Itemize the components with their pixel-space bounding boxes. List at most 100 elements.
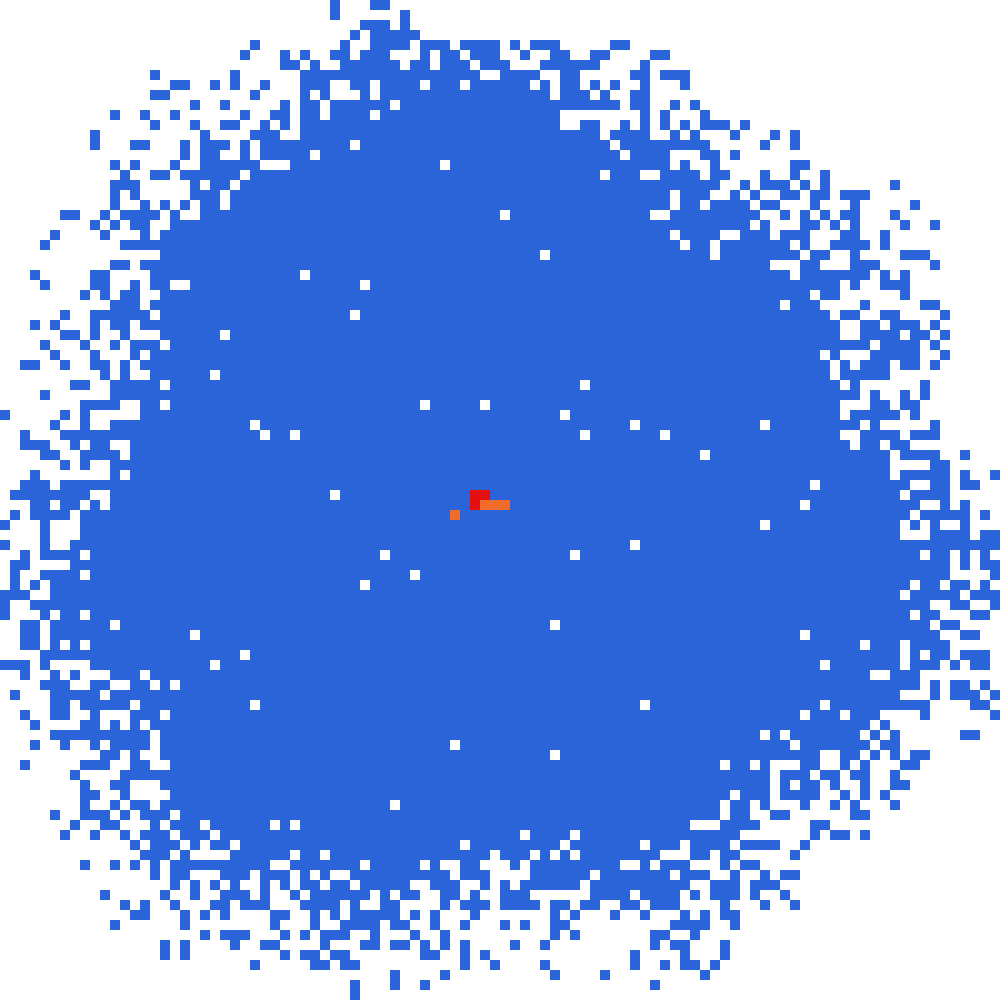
territory-cell — [400, 110, 410, 120]
territory-cell — [300, 700, 310, 710]
territory-cell — [440, 130, 450, 140]
territory-cell — [330, 350, 340, 360]
territory-cell — [800, 720, 810, 730]
territory-cell — [610, 620, 620, 630]
territory-cell — [230, 440, 240, 450]
territory-cell — [620, 540, 630, 550]
territory-cell — [820, 470, 830, 480]
territory-cell — [280, 390, 290, 400]
territory-cell — [330, 640, 340, 650]
territory-cell — [480, 460, 490, 470]
territory-cell — [160, 410, 170, 420]
territory-cell — [530, 440, 540, 450]
territory-cell — [260, 660, 270, 670]
territory-cell — [710, 470, 720, 480]
territory-cell — [310, 520, 320, 530]
territory-cell — [460, 280, 470, 290]
territory-cell — [790, 610, 800, 620]
territory-cell — [90, 520, 100, 530]
territory-cell — [500, 270, 510, 280]
territory-cell — [280, 140, 290, 150]
territory-cell — [880, 450, 890, 460]
territory-cell — [230, 350, 240, 360]
territory-cell — [370, 310, 380, 320]
territory-cell — [580, 200, 590, 210]
territory-cell — [760, 660, 770, 670]
territory-cell — [660, 260, 670, 270]
territory-cell — [620, 370, 630, 380]
territory-cell — [680, 330, 690, 340]
territory-cell — [520, 560, 530, 570]
territory-cell — [640, 670, 650, 680]
territory-cell — [680, 650, 690, 660]
territory-cell — [320, 650, 330, 660]
territory-cell — [470, 450, 480, 460]
territory-cell — [520, 130, 530, 140]
territory-cell — [40, 280, 50, 290]
territory-cell — [570, 590, 580, 600]
territory-cell — [160, 720, 170, 730]
territory-cell — [200, 480, 210, 490]
territory-cell — [270, 360, 280, 370]
territory-cell — [690, 620, 700, 630]
territory-cell — [290, 600, 300, 610]
territory-cell — [610, 200, 620, 210]
territory-cell — [340, 110, 350, 120]
territory-cell — [450, 100, 460, 110]
territory-cell — [740, 380, 750, 390]
territory-cell — [870, 680, 880, 690]
territory-cell — [620, 600, 630, 610]
territory-cell — [580, 600, 590, 610]
territory-cell — [190, 440, 200, 450]
territory-cell — [300, 240, 310, 250]
territory-cell — [340, 300, 350, 310]
territory-cell — [260, 320, 270, 330]
territory-cell — [420, 280, 430, 290]
territory-cell — [720, 520, 730, 530]
territory-cell — [270, 530, 280, 540]
territory-cell — [800, 620, 810, 630]
territory-cell — [810, 540, 820, 550]
territory-cell — [170, 450, 180, 460]
territory-cell — [200, 420, 210, 430]
territory-cell — [130, 480, 140, 490]
territory-cell — [650, 300, 660, 310]
territory-cell — [630, 370, 640, 380]
territory-cell — [540, 520, 550, 530]
territory-cell — [690, 170, 700, 180]
territory-cell — [620, 140, 630, 150]
territory-cell — [310, 650, 320, 660]
territory-cell — [590, 510, 600, 520]
territory-cell — [780, 480, 790, 490]
territory-cell — [690, 540, 700, 550]
territory-cell — [320, 300, 330, 310]
territory-cell — [490, 460, 500, 470]
territory-cell — [190, 300, 200, 310]
territory-cell — [200, 640, 210, 650]
territory-cell — [690, 370, 700, 380]
territory-cell — [630, 320, 640, 330]
territory-cell — [890, 500, 900, 510]
territory-cell — [710, 220, 720, 230]
territory-cell — [650, 230, 660, 240]
territory-cell — [830, 220, 840, 230]
territory-cell — [350, 60, 360, 70]
territory-cell — [930, 630, 940, 640]
territory-cell — [610, 700, 620, 710]
territory-cell — [630, 390, 640, 400]
territory-cell — [470, 430, 480, 440]
territory-cell — [880, 600, 890, 610]
territory-cell — [480, 60, 490, 70]
territory-cell — [80, 340, 90, 350]
territory-cell — [680, 160, 690, 170]
territory-cell — [600, 140, 610, 150]
territory-cell — [670, 240, 680, 250]
territory-cell — [780, 180, 790, 190]
territory-cell — [280, 570, 290, 580]
territory-cell — [420, 540, 430, 550]
territory-cell — [800, 410, 810, 420]
territory-cell — [970, 610, 980, 620]
territory-cell — [260, 720, 270, 730]
territory-cell — [640, 230, 650, 240]
